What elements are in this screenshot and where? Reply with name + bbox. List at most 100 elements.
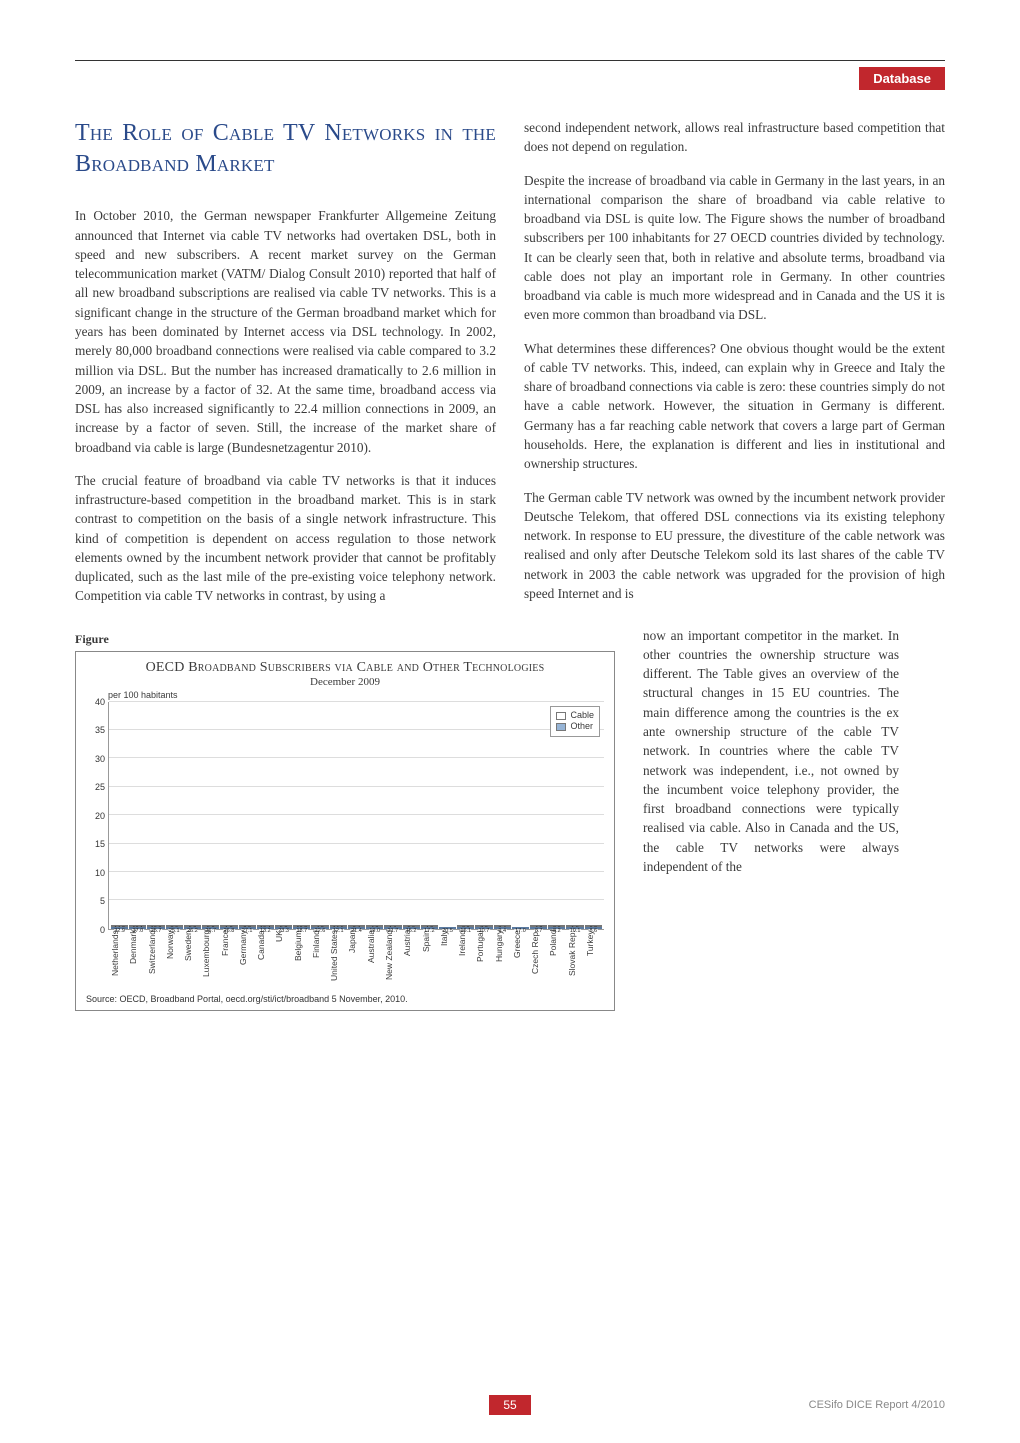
x-axis-label: Poland (548, 930, 565, 990)
bar-segment-other: 22.6 (311, 927, 328, 929)
bar-group: 4.28.7 (530, 925, 547, 929)
x-axis-label: Japan (347, 930, 364, 990)
bar-segment-other: 21.7 (384, 927, 401, 929)
bar-segment-other: 9.4 (494, 927, 511, 929)
bar-group: 10.218.7 (293, 925, 310, 929)
chart-title: OECD Broadband Subscribers via Cable and… (86, 660, 604, 676)
bar-segment-other: 10.1 (566, 927, 583, 929)
bar-segment-other: 13.2 (257, 927, 274, 929)
x-axis-label: Turkey (585, 930, 602, 990)
bar-group: 3.421.4 (348, 925, 365, 929)
bar-group: 20.5 (439, 927, 456, 929)
figure-and-side-text: Figure OECD Broadband Subscribers via Ca… (75, 626, 945, 1011)
bar-group: 14.112.1 (330, 925, 347, 929)
bar-segment-other: 22.9 (111, 927, 128, 929)
bar-group: 6.615.2 (403, 925, 420, 929)
paragraph: The German cable TV network was owned by… (524, 488, 945, 604)
x-axis-label: New Zealand (384, 930, 401, 990)
bar-group: 7.210.7 (475, 925, 492, 929)
bar-segment-other: 12.1 (330, 927, 347, 929)
side-column: now an important competitor in the marke… (643, 626, 899, 1011)
x-axis-label: Germany (238, 930, 255, 990)
bar-group: 5.223.3 (275, 925, 292, 929)
chart-x-labels: NetherlandsDenmarkSwitzerlandNorwaySwede… (86, 930, 604, 990)
figure-block: Figure OECD Broadband Subscribers via Ca… (75, 632, 615, 1011)
bar-segment-other: 27.0 (129, 927, 146, 929)
x-axis-label: Greece (512, 930, 529, 990)
y-tick: 20 (95, 811, 105, 821)
bar-segment-other: 17.0 (512, 927, 529, 929)
bar-group: 3.98.2 (548, 925, 565, 929)
right-column: second independent network, allows real … (524, 118, 945, 620)
page-number: 55 (489, 1395, 530, 1415)
chart-subtitle: December 2009 (86, 676, 604, 688)
page-footer: 55 CESifo DICE Report 4/2010 (0, 1395, 1020, 1415)
two-column-content: The Role of Cable TV Networks in the Bro… (75, 118, 945, 620)
x-axis-label: Luxembourg (201, 930, 218, 990)
bar-segment-other: 26.8 (220, 927, 237, 929)
bar-segment-other: 15.2 (403, 927, 420, 929)
y-tick: 25 (95, 782, 105, 792)
bar-segment-other: 18.7 (293, 927, 310, 929)
y-tick: 10 (95, 868, 105, 878)
bar-group: 4.017.2 (421, 925, 438, 929)
x-axis-label: Switzerland (147, 930, 164, 990)
y-tick: 30 (95, 754, 105, 764)
journal-name: CESifo DICE Report 4/2010 (809, 1399, 945, 1411)
bar-group: 4.222.6 (311, 925, 328, 929)
bar-segment-other: 21.4 (348, 927, 365, 929)
y-tick: 15 (95, 839, 105, 849)
bar-segment-other: 23.3 (275, 927, 292, 929)
bar-group: 1.121.7 (384, 925, 401, 929)
bar-group: 2.827.1 (239, 925, 256, 929)
x-axis-label: Canada (256, 930, 273, 990)
paragraph: In October 2010, the German newspaper Fr… (75, 206, 496, 456)
chart-y-axis: 0510152025303540 (86, 702, 108, 930)
x-axis-label: Spain (421, 930, 438, 990)
figure-label: Figure (75, 632, 615, 647)
y-tick: 35 (95, 725, 105, 735)
bar-segment-other: 17.2 (421, 927, 438, 929)
bar-segment-other: 8.7 (530, 927, 547, 929)
x-axis-label: Sweden (183, 930, 200, 990)
x-axis-label: Slovak Rep. (567, 930, 584, 990)
y-tick: 0 (100, 925, 105, 935)
bar-segment-other: 25.7 (147, 927, 164, 929)
bar-group: 8.49.4 (494, 925, 511, 929)
chart-plot-area: 0510152025303540 Cable Other 14.222.910.… (86, 702, 604, 930)
paragraph: second independent network, allows real … (524, 118, 945, 157)
bar-group: 1.226.8 (220, 925, 237, 929)
article-title: The Role of Cable TV Networks in the Bro… (75, 118, 496, 180)
x-axis-label: Denmark (128, 930, 145, 990)
chart-bars-area: Cable Other 14.222.910.127.010.025.78.62… (108, 702, 604, 930)
bar-group: 10.127.0 (129, 925, 146, 929)
x-axis-label: Australia (366, 930, 383, 990)
bar-group: 10.025.7 (147, 925, 164, 929)
x-axis-label: United States (329, 930, 346, 990)
x-axis-label: UK (274, 930, 291, 990)
x-axis-label: Ireland (457, 930, 474, 990)
bar-group: 16.413.2 (257, 925, 274, 929)
bar-group: 3.016.1 (457, 925, 474, 929)
bar-segment-other: 26.2 (184, 927, 201, 929)
bar-segment-other: 20.5 (439, 927, 456, 929)
x-axis-label: Finland (311, 930, 328, 990)
bar-group: 14.222.9 (111, 925, 128, 929)
chart-container: OECD Broadband Subscribers via Cable and… (75, 651, 615, 1011)
header-bar: Database (75, 67, 945, 90)
x-axis-label: Portugal (475, 930, 492, 990)
bar-group: 0.28.6 (585, 925, 602, 929)
bar-segment-other: 25.1 (166, 927, 183, 929)
left-column: The Role of Cable TV Networks in the Bro… (75, 118, 496, 620)
bar-segment-other: 19.0 (366, 927, 383, 929)
x-axis-label: Norway (165, 930, 182, 990)
x-axis-label: Netherlands (110, 930, 127, 990)
chart-y-label: per 100 habitants (86, 690, 604, 700)
paragraph: The crucial feature of broadband via cab… (75, 471, 496, 606)
bar-segment-other: 27.1 (239, 927, 256, 929)
bar-group: 17.0 (512, 927, 529, 929)
x-axis-label: Hungary (494, 930, 511, 990)
section-tab: Database (859, 67, 945, 90)
bar-group: 5.226.2 (184, 925, 201, 929)
bar-group: 5.226.7 (202, 925, 219, 929)
